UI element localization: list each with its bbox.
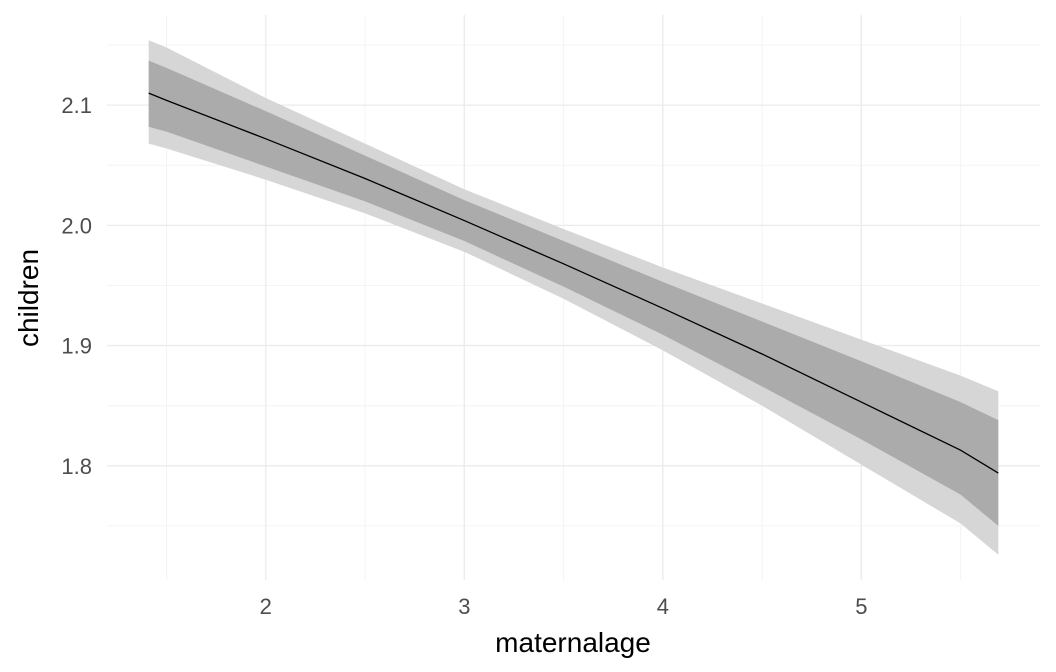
confidence-bands <box>148 40 999 555</box>
x-tick-label: 5 <box>855 594 867 619</box>
y-tick-label: 2.1 <box>61 93 92 118</box>
x-axis-title: maternalage <box>495 627 651 658</box>
series-lines <box>148 92 999 474</box>
x-tick-labels: 2 3 4 5 <box>260 594 868 619</box>
x-tick-label: 3 <box>458 594 470 619</box>
minor-gridlines <box>107 15 1040 580</box>
y-axis-title: children <box>13 249 44 347</box>
y-tick-label: 1.9 <box>61 334 92 359</box>
series-line-0 <box>148 92 999 474</box>
y-tick-label: 2.0 <box>61 213 92 238</box>
x-tick-label: 2 <box>260 594 272 619</box>
y-tick-label: 1.8 <box>61 454 92 479</box>
y-tick-labels: 1.8 1.9 2.0 2.1 <box>61 93 92 479</box>
x-tick-label: 4 <box>657 594 669 619</box>
